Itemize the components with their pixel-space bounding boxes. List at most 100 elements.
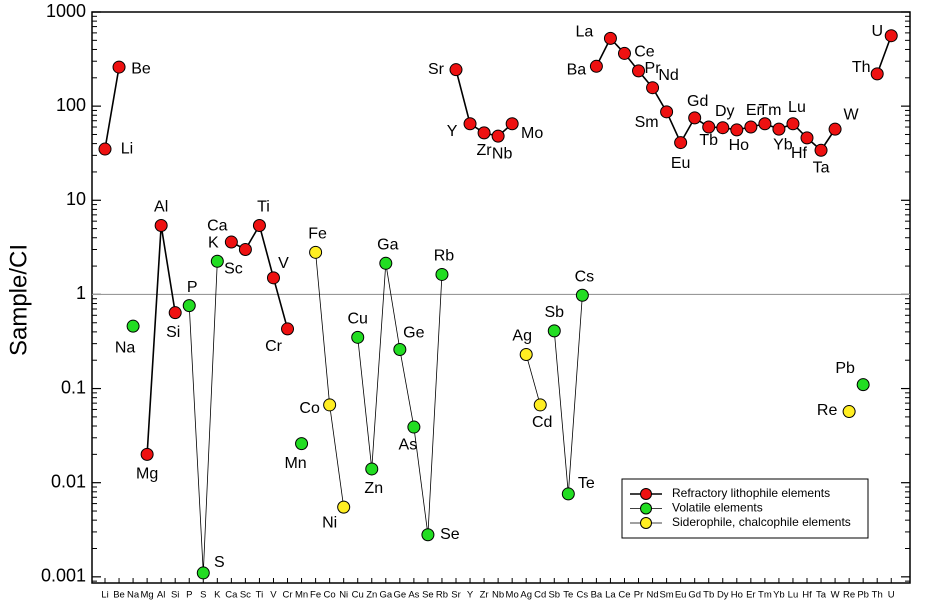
x-tick-label: Lu bbox=[788, 590, 799, 601]
point-label: Al bbox=[154, 199, 168, 216]
x-tick-label: Y bbox=[467, 590, 474, 601]
x-tick-label: Se bbox=[422, 590, 434, 601]
x-tick-label: Mg bbox=[141, 590, 154, 601]
x-tick-label: Gd bbox=[688, 590, 701, 601]
point-label: Yb bbox=[773, 136, 793, 153]
data-point bbox=[266, 271, 280, 285]
point-label: Ag bbox=[512, 328, 532, 345]
data-point bbox=[730, 123, 744, 137]
data-point bbox=[603, 31, 617, 45]
x-tick-label: S bbox=[200, 590, 206, 601]
point-label: Be bbox=[131, 60, 151, 77]
series-line bbox=[104, 35, 892, 455]
point-label: P bbox=[187, 279, 198, 296]
data-point bbox=[842, 405, 856, 419]
x-tick-label: Sc bbox=[240, 590, 251, 601]
data-point bbox=[393, 342, 407, 356]
data-point bbox=[632, 64, 646, 78]
point-label: Re bbox=[817, 402, 838, 419]
point-label: Sr bbox=[428, 61, 445, 78]
x-tick-label: Cd bbox=[534, 590, 546, 601]
y-tick-label: 100 bbox=[56, 95, 86, 115]
x-tick-label: Zr bbox=[480, 590, 489, 601]
x-tick-label: Sr bbox=[451, 590, 461, 601]
data-point bbox=[463, 117, 477, 131]
point-label: Dy bbox=[715, 103, 735, 120]
point-label: As bbox=[399, 436, 418, 453]
y-tick-label: 1000 bbox=[46, 1, 86, 21]
point-label: Eu bbox=[671, 155, 691, 172]
x-tick-label: Na bbox=[127, 590, 140, 601]
data-point bbox=[196, 566, 210, 580]
point-label: Ga bbox=[377, 237, 398, 254]
data-point bbox=[210, 254, 224, 268]
data-point bbox=[435, 267, 449, 281]
x-tick-label: Zn bbox=[366, 590, 377, 601]
x-tick-label: Nd bbox=[646, 590, 658, 601]
x-tick-label: Tb bbox=[703, 590, 714, 601]
data-point bbox=[617, 46, 631, 60]
data-point bbox=[646, 81, 660, 95]
data-point bbox=[98, 142, 112, 156]
x-tick-label: Co bbox=[324, 590, 336, 601]
point-label: U bbox=[871, 23, 883, 40]
point-label: Rb bbox=[434, 248, 455, 265]
x-tick-label: Ge bbox=[393, 590, 406, 601]
data-point bbox=[224, 235, 238, 249]
legend-marker bbox=[640, 488, 652, 500]
data-point bbox=[421, 528, 435, 542]
point-label: Hf bbox=[791, 145, 808, 162]
legend-marker bbox=[640, 502, 652, 515]
y-axis-title: Sample/CI bbox=[5, 244, 32, 356]
data-point bbox=[870, 67, 884, 81]
data-point bbox=[168, 306, 182, 320]
point-label: Se bbox=[440, 526, 460, 543]
point-label: Cr bbox=[265, 338, 283, 355]
data-point bbox=[547, 324, 561, 338]
data-point bbox=[575, 288, 589, 302]
x-tick-label: Ga bbox=[379, 590, 392, 601]
point-label: Na bbox=[115, 339, 136, 356]
point-label: Co bbox=[299, 400, 320, 417]
point-label: Cs bbox=[575, 268, 595, 285]
point-label: Tm bbox=[758, 102, 781, 119]
point-label: Li bbox=[121, 140, 133, 157]
point-label: W bbox=[844, 106, 860, 123]
point-label: Ba bbox=[567, 62, 587, 79]
x-tick-label: V bbox=[270, 590, 277, 601]
x-tick-label: Fe bbox=[310, 590, 321, 601]
plot-frame bbox=[91, 11, 911, 584]
point-label: Er bbox=[746, 102, 763, 119]
x-tick-label: Re bbox=[843, 590, 855, 601]
x-tick-label: Th bbox=[872, 590, 883, 601]
point-label: La bbox=[576, 24, 594, 41]
x-tick-label: Ca bbox=[225, 590, 238, 601]
x-tick-label: Eu bbox=[675, 590, 687, 601]
x-tick-label: P bbox=[186, 590, 192, 601]
x-tick-label: Be bbox=[113, 590, 125, 601]
point-label: Nd bbox=[658, 67, 678, 84]
point-label: Cu bbox=[347, 311, 367, 328]
point-label: Cd bbox=[532, 414, 552, 431]
legend-label: Siderophile, chalcophile elements bbox=[672, 515, 851, 529]
point-label: K bbox=[208, 234, 219, 251]
point-label: Th bbox=[852, 59, 871, 76]
y-tick-label: 1 bbox=[76, 283, 86, 303]
x-tick-label: Mo bbox=[506, 590, 519, 601]
data-point bbox=[491, 129, 505, 143]
data-point bbox=[856, 378, 870, 392]
point-label: Tb bbox=[699, 132, 718, 149]
x-tick-label: Tm bbox=[758, 590, 772, 601]
data-point bbox=[351, 330, 365, 344]
x-tick-label: Hf bbox=[802, 590, 812, 601]
data-point bbox=[800, 131, 814, 145]
data-point bbox=[365, 462, 379, 476]
x-tick-label: Ta bbox=[816, 590, 827, 601]
legend-marker bbox=[640, 517, 652, 529]
x-tick-label: Pr bbox=[634, 590, 644, 601]
point-label: Pb bbox=[835, 360, 855, 377]
data-point bbox=[744, 120, 758, 134]
x-tick-label: Dy bbox=[717, 590, 729, 601]
point-label: Ti bbox=[257, 199, 270, 216]
